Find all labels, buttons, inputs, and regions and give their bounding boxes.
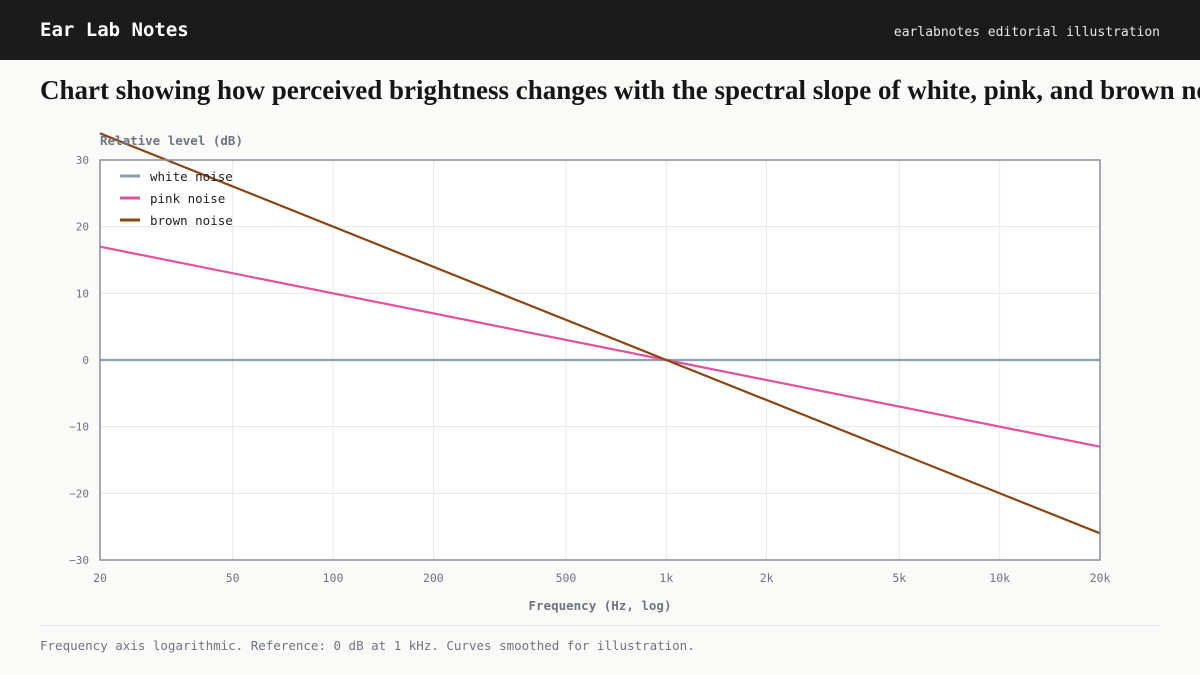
series-line-brown-noise — [99, 132, 1101, 535]
x-tick-labels: 20 50 100 200 500 1k 2k 5k 10k 20k — [93, 571, 1110, 585]
legend-label-pink-noise: pink noise — [150, 191, 225, 206]
footer-divider — [40, 625, 1160, 626]
legend-label-brown-noise: brown noise — [150, 213, 233, 228]
x-tick-label: 100 — [323, 571, 344, 585]
y-tick-label: −10 — [69, 421, 89, 434]
legend: white noise pink noise brown noise — [120, 169, 233, 228]
brand-title[interactable]: Ear Lab Notes — [40, 19, 189, 41]
y-tick-labels: 30 20 10 0 −10 −20 −30 — [69, 154, 89, 567]
x-tick-label: 20 — [93, 571, 107, 585]
x-axis-label: Frequency (Hz, log) — [529, 598, 672, 613]
x-tick-label: 5k — [892, 571, 906, 585]
x-tick-label: 500 — [556, 571, 577, 585]
y-tick-label: −20 — [69, 487, 89, 500]
x-tick-label: 10k — [989, 571, 1010, 585]
page-title: Chart showing how perceived brightness c… — [40, 75, 1200, 105]
x-tick-label: 20k — [1090, 571, 1111, 585]
series-group — [99, 132, 1101, 535]
y-tick-label: 0 — [82, 354, 89, 367]
header-bar: Ear Lab Notes earlabnotes editorial illu… — [0, 0, 1200, 60]
y-tick-label: 10 — [76, 287, 89, 300]
y-tick-label: 20 — [76, 221, 89, 234]
y-tick-label: −30 — [69, 554, 89, 567]
header-credit: earlabnotes editorial illustration — [893, 25, 1160, 40]
legend-label-white-noise: white noise — [150, 169, 233, 184]
x-tick-label: 50 — [226, 571, 240, 585]
y-tick-label: 30 — [76, 154, 89, 167]
footnote: Frequency axis logarithmic. Reference: 0… — [40, 638, 695, 653]
x-tick-label: 200 — [423, 571, 444, 585]
y-axis-label: Relative level (dB) — [100, 133, 243, 148]
plot-frame — [99, 159, 1101, 561]
x-tick-label: 2k — [760, 571, 774, 585]
x-tick-label: 1k — [659, 571, 673, 585]
